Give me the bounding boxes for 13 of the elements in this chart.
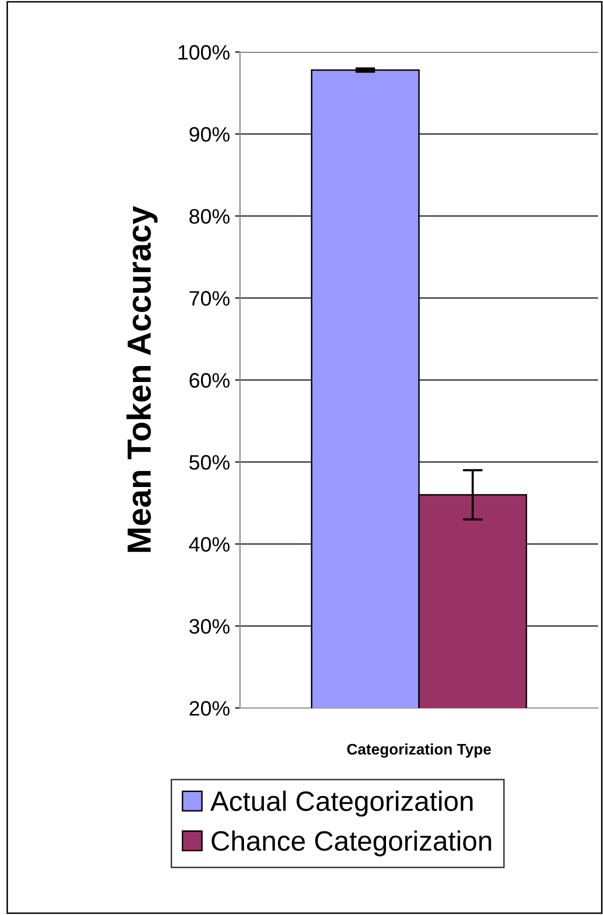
legend-label: Actual Categorization <box>210 790 473 817</box>
y-tick-label: 80% <box>189 209 230 224</box>
y-tick-label: 60% <box>190 373 230 388</box>
x-axis-title: Categorization Type <box>347 743 491 758</box>
y-tick-label: 50% <box>189 455 230 470</box>
y-tick-label: 30% <box>189 619 230 634</box>
y-tick-label: 40% <box>189 537 230 552</box>
y-axis-title: Mean Token Accuracy <box>126 206 158 552</box>
legend-label: Chance Categorization <box>212 830 492 856</box>
y-tick-label: 90% <box>190 127 230 142</box>
y-tick-label: 70% <box>190 291 230 306</box>
y-tick-label: 20% <box>190 701 230 716</box>
y-tick-label: 100% <box>178 45 230 60</box>
